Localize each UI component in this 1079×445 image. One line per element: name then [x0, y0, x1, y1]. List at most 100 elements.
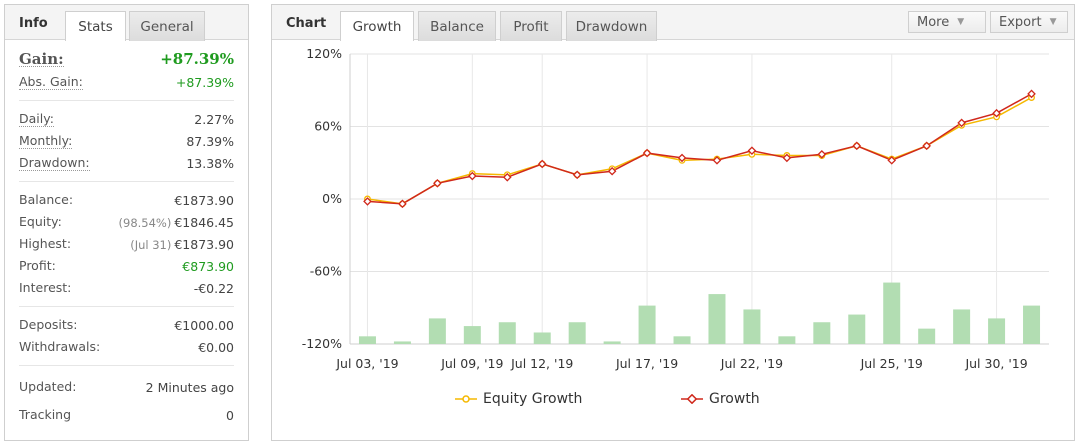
growth-point: [887, 156, 897, 165]
y-tick-label: -120%: [302, 336, 342, 351]
drawdown-value: 13.38%: [186, 155, 234, 171]
growth-point: [433, 178, 442, 188]
growth-line: [367, 93, 1032, 205]
growth-point: [712, 156, 722, 165]
tab-growth[interactable]: Growth: [340, 11, 414, 41]
status-group: Updated: 2 Minutes ago Tracking 0: [19, 366, 234, 436]
info-panel: Info Stats General Gain: +87.39% Abs. Ga…: [4, 4, 249, 441]
growth-point: [992, 108, 1001, 118]
gain-row: Gain: +87.39%: [19, 47, 234, 71]
chart-tabbar: Chart Growth Balance Profit Drawdown Mor…: [272, 5, 1074, 41]
growth-point: [642, 148, 652, 158]
balance-value: €1873.90: [174, 192, 234, 208]
daily-row: Daily: 2.27%: [19, 108, 234, 130]
daily-value: 2.27%: [194, 111, 234, 127]
deposits-label: Deposits:: [19, 317, 78, 332]
chevron-down-icon: ▼: [1049, 17, 1057, 27]
highest-row: Highest: (Jul 31) €1873.90: [19, 233, 234, 255]
daily-label[interactable]: Daily:: [19, 110, 54, 127]
updated-value: 2 Minutes ago: [145, 379, 234, 395]
growth-point: [502, 172, 512, 182]
drawdown-row: Drawdown: 13.38%: [19, 152, 234, 174]
tab-profit[interactable]: Profit: [500, 11, 562, 41]
legend-equity-label: Equity Growth: [483, 391, 583, 407]
x-tick-label: Jul 17, '19: [615, 356, 678, 371]
bar: [1023, 305, 1041, 344]
chart-panel: Chart Growth Balance Profit Drawdown Mor…: [271, 4, 1075, 441]
growth-point: [852, 141, 862, 151]
deposits-row: Deposits: €1000.00: [19, 314, 234, 336]
updated-row: Updated: 2 Minutes ago: [19, 373, 234, 401]
legend-growth-marker: [681, 394, 703, 404]
tab-drawdown[interactable]: Drawdown: [566, 11, 657, 41]
bar: [883, 282, 901, 344]
x-tick-label: Jul 09, '19: [440, 356, 503, 371]
interest-row: Interest: -€0.22: [19, 277, 234, 299]
balance-group: Balance: €1873.90 Equity: (98.54%) €1846.…: [19, 182, 234, 307]
y-tick-label: 60%: [314, 119, 342, 134]
abs-gain-label[interactable]: Abs. Gain:: [19, 73, 83, 90]
growth-point: [747, 146, 757, 155]
tab-balance[interactable]: Balance: [418, 11, 496, 41]
withdrawals-label: Withdrawals:: [19, 339, 101, 354]
monthly-value: 87.39%: [186, 133, 234, 149]
more-button[interactable]: More ▼: [908, 11, 986, 33]
monthly-label[interactable]: Monthly:: [19, 132, 73, 149]
profit-row: Profit: €873.90: [19, 255, 234, 277]
bar: [673, 336, 691, 344]
bar: [463, 326, 481, 344]
bar: [953, 309, 971, 344]
growth-point: [957, 118, 966, 128]
x-tick-label: Jul 22, '19: [720, 356, 783, 371]
growth-point: [537, 159, 547, 169]
export-button[interactable]: Export ▼: [990, 11, 1068, 33]
y-tick-label: 0%: [322, 191, 342, 206]
bar: [533, 332, 551, 344]
updated-label: Updated:: [19, 379, 77, 394]
more-label: More: [917, 14, 950, 30]
highest-date: (Jul 31): [130, 237, 172, 252]
tracking-label: Tracking: [19, 407, 72, 422]
interest-label: Interest:: [19, 280, 72, 295]
bar: [778, 336, 796, 344]
x-tick-label: Jul 12, '19: [510, 356, 573, 371]
monthly-row: Monthly: 87.39%: [19, 130, 234, 152]
bar: [813, 322, 831, 344]
equity-value-wrap: (98.54%) €1846.45: [119, 215, 234, 230]
info-tabbar: Info Stats General: [5, 5, 248, 41]
bar: [988, 318, 1006, 344]
abs-gain-row: Abs. Gain: +87.39%: [19, 71, 234, 93]
growth-point: [607, 166, 617, 176]
bar: [428, 318, 446, 344]
bar: [358, 336, 376, 344]
deposits-value: €1000.00: [174, 317, 234, 333]
legend-equity[interactable]: Equity Growth: [455, 391, 582, 407]
chevron-down-icon: ▼: [957, 17, 965, 27]
bar: [498, 322, 516, 344]
bar: [708, 294, 726, 344]
bar: [568, 322, 586, 344]
tab-stats[interactable]: Stats: [65, 11, 126, 41]
legend-growth[interactable]: Growth: [681, 391, 760, 407]
growth-point: [922, 141, 931, 151]
y-tick-label: -60%: [310, 264, 342, 279]
equity-growth-line: [367, 96, 1032, 205]
abs-gain-value: +87.39%: [175, 74, 234, 90]
rate-group: Daily: 2.27% Monthly: 87.39% Drawdown: 1…: [19, 101, 234, 182]
highest-value-wrap: (Jul 31) €1873.90: [130, 237, 234, 252]
highest-value: €1873.90: [174, 236, 234, 252]
growth-point: [677, 153, 687, 163]
x-tick-label: Jul 03, '19: [335, 356, 398, 371]
profit-value: €873.90: [182, 258, 234, 274]
growth-point: [782, 153, 792, 163]
gain-label[interactable]: Gain:: [19, 49, 64, 68]
bar: [603, 341, 621, 344]
growth-point: [817, 149, 827, 159]
drawdown-label[interactable]: Drawdown:: [19, 154, 90, 171]
tab-general[interactable]: General: [129, 11, 205, 41]
x-tick-label: Jul 30, '19: [964, 356, 1027, 371]
gain-group: Gain: +87.39% Abs. Gain: +87.39%: [19, 40, 234, 101]
equity-value: €1846.45: [174, 214, 234, 230]
interest-value: -€0.22: [193, 280, 234, 296]
legend-equity-marker: [455, 395, 477, 403]
